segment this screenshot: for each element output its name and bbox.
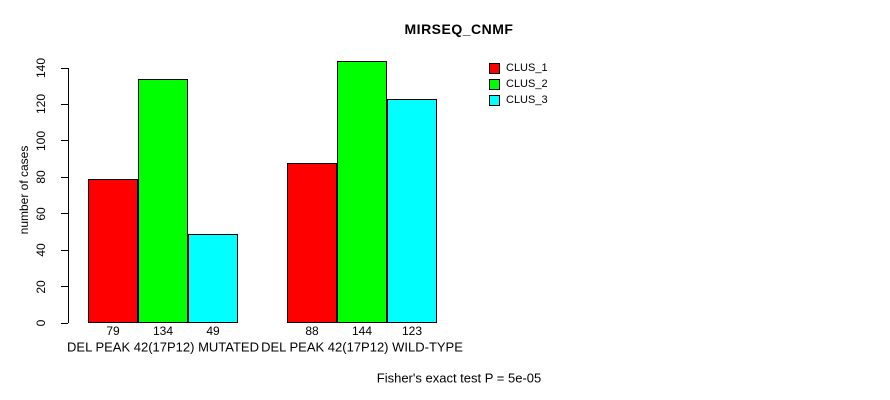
legend-item: CLUS_1 <box>489 62 548 75</box>
y-axis-tick <box>61 213 68 215</box>
bar-value-label-text: 79 <box>106 324 120 338</box>
bar-value-label-text: 49 <box>206 324 220 338</box>
legend-swatch <box>489 63 500 74</box>
y-axis-tick <box>61 176 68 178</box>
legend-label: CLUS_1 <box>506 62 548 74</box>
y-axis-tick <box>61 322 68 324</box>
y-tick-label-text: 40 <box>34 243 48 257</box>
bar-value-label-text: 144 <box>351 324 373 338</box>
legend-label: CLUS_2 <box>506 78 548 90</box>
y-tick-label-text: 120 <box>34 94 48 115</box>
bar-clus_2-group2 <box>337 61 387 323</box>
group-label-text: DEL PEAK 42(17P12) WILD-TYPE <box>261 339 463 355</box>
y-tick-label-text: 80 <box>34 170 48 184</box>
y-tick-label-text: 20 <box>34 279 48 294</box>
footnote-text: Fisher's exact test P = 5e-05 <box>376 370 542 386</box>
bar-clus_3-group1 <box>188 234 238 323</box>
legend-label: CLUS_3 <box>506 94 548 106</box>
chart-title-text: MIRSEQ_CNMF <box>404 21 514 37</box>
bar-clus_3-group2 <box>387 99 437 323</box>
y-tick-label-text: 140 <box>34 57 48 79</box>
y-axis-title-text: number of cases <box>17 145 31 235</box>
y-axis-tick <box>61 67 68 69</box>
legend-swatch <box>489 79 500 90</box>
bar-value-label-text: 123 <box>401 324 423 338</box>
bar-clus_1-group2 <box>287 163 337 323</box>
legend-swatch <box>489 95 500 106</box>
group-label-text: DEL PEAK 42(17P12) MUTATED <box>67 339 259 355</box>
y-axis-tick <box>61 249 68 251</box>
legend-item: CLUS_2 <box>489 78 548 91</box>
y-tick-label-text: 100 <box>34 130 48 151</box>
legend-item: CLUS_3 <box>489 94 548 107</box>
y-tick-label-text: 60 <box>34 207 48 221</box>
y-axis-tick <box>61 103 68 105</box>
y-axis-line <box>68 68 69 323</box>
bar-clus_2-group1 <box>138 79 188 323</box>
bar-clus_1-group1 <box>88 179 138 323</box>
y-axis-tick <box>61 140 68 142</box>
y-tick-label-text: 0 <box>34 319 48 327</box>
bar-value-label-text: 134 <box>152 324 174 338</box>
y-axis-tick <box>61 286 68 288</box>
bar-value-label-text: 88 <box>305 324 319 338</box>
